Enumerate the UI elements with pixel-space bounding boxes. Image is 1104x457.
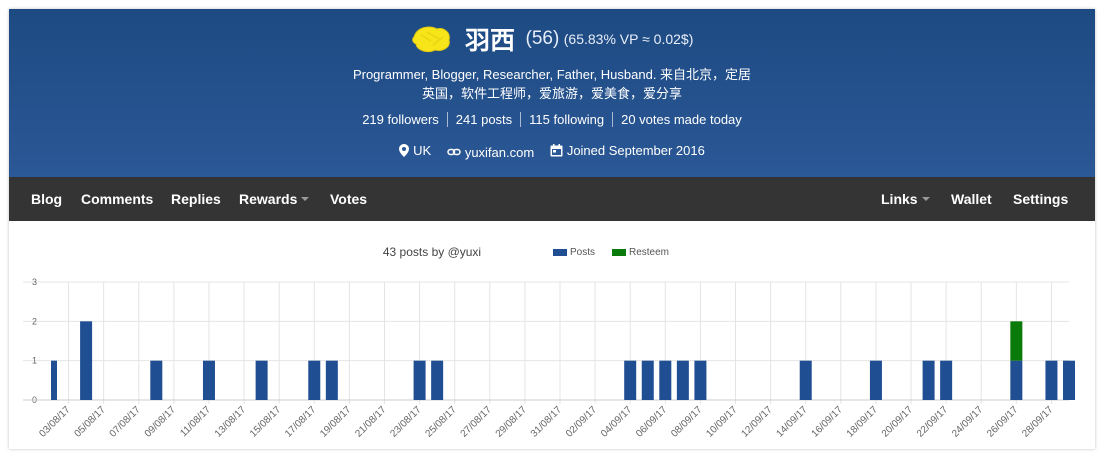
bar-posts bbox=[150, 360, 163, 400]
name-row: 羽西 (56) (65.83% VP ≈ 0.02$) bbox=[9, 21, 1095, 57]
profile-bio: Programmer, Blogger, Researcher, Father,… bbox=[352, 67, 752, 101]
username: 羽西 bbox=[465, 26, 516, 55]
bar-posts bbox=[641, 360, 654, 400]
x-tick-label: 08/09/17 bbox=[669, 404, 705, 440]
avatar[interactable] bbox=[411, 23, 453, 55]
x-tick-label: 23/08/17 bbox=[388, 404, 424, 440]
x-tick-label: 14/09/17 bbox=[775, 404, 811, 440]
nav-votes[interactable]: Votes bbox=[330, 191, 368, 207]
x-tick-label: 18/09/17 bbox=[845, 404, 881, 440]
x-tick-label: 26/09/17 bbox=[985, 404, 1021, 440]
x-tick-label: 31/08/17 bbox=[529, 404, 565, 440]
location-pin-icon bbox=[399, 144, 410, 157]
x-tick-label: 21/08/17 bbox=[353, 404, 389, 440]
bar-posts bbox=[413, 360, 426, 400]
bar-posts bbox=[1063, 360, 1075, 400]
bar-posts bbox=[922, 360, 935, 400]
legend-label-resteem: Resteem bbox=[629, 247, 670, 258]
bar-posts bbox=[51, 360, 57, 400]
profile-stats: 219 followers 241 posts 115 following 20 vo… bbox=[9, 112, 1095, 127]
location-text: UK bbox=[413, 143, 432, 158]
x-tick-label: 06/09/17 bbox=[634, 404, 670, 440]
x-tick-label: 04/09/17 bbox=[599, 404, 635, 440]
bar-posts bbox=[1010, 360, 1023, 400]
voting-power: (65.83% VP ≈ 0.02$) bbox=[563, 31, 694, 47]
x-tick-label: 22/09/17 bbox=[915, 404, 951, 440]
profile-nav: Blog Comments Replies Rewards Votes Link… bbox=[9, 177, 1095, 221]
bar-posts bbox=[308, 360, 321, 400]
x-tick-label: 19/08/17 bbox=[318, 404, 354, 440]
nav-wallet[interactable]: Wallet bbox=[951, 191, 992, 207]
caret-down-icon bbox=[301, 197, 310, 202]
joined: Joined September 2016 bbox=[550, 143, 705, 158]
caret-down-icon bbox=[921, 197, 930, 202]
x-tick-label: 25/08/17 bbox=[423, 404, 459, 440]
x-tick-label: 28/09/17 bbox=[1020, 404, 1056, 440]
nav-replies[interactable]: Replies bbox=[171, 191, 221, 207]
x-tick-label: 02/09/17 bbox=[564, 404, 600, 440]
x-tick-label: 10/09/17 bbox=[704, 404, 740, 440]
following-link[interactable]: 115 following bbox=[520, 112, 612, 127]
posts-link[interactable]: 241 posts bbox=[446, 112, 520, 127]
bar-resteem bbox=[1010, 321, 1023, 361]
nav-rewards-label: Rewards bbox=[239, 191, 298, 207]
chart-title: 43 posts by @yuxi bbox=[382, 245, 482, 259]
nav-comments[interactable]: Comments bbox=[81, 191, 154, 207]
bar-posts bbox=[255, 360, 268, 400]
x-tick-label: 07/08/17 bbox=[108, 404, 144, 440]
x-tick-label: 16/09/17 bbox=[810, 404, 846, 440]
reputation-score: (56) bbox=[525, 28, 560, 49]
nav-settings[interactable]: Settings bbox=[1013, 191, 1069, 207]
x-tick-label: 24/09/17 bbox=[950, 404, 986, 440]
y-tick-label: 3 bbox=[32, 277, 37, 287]
x-tick-label: 13/08/17 bbox=[213, 404, 249, 440]
bar-posts bbox=[325, 360, 338, 400]
x-tick-label: 15/08/17 bbox=[248, 404, 284, 440]
x-tick-label: 11/08/17 bbox=[178, 404, 213, 439]
calendar-icon bbox=[550, 144, 563, 157]
x-tick-label: 12/09/17 bbox=[739, 404, 775, 440]
website[interactable]: yuxifan.com bbox=[447, 145, 534, 160]
location: UK bbox=[399, 143, 431, 158]
nav-links-label: Links bbox=[881, 191, 918, 207]
bar-posts bbox=[940, 360, 953, 400]
legend-resteem[interactable]: Resteem bbox=[612, 247, 669, 258]
x-tick-label: 05/08/17 bbox=[72, 404, 108, 440]
bar-posts bbox=[80, 321, 93, 400]
followers-link[interactable]: 219 followers bbox=[362, 112, 439, 127]
bar-posts bbox=[202, 360, 215, 400]
nav-blog[interactable]: Blog bbox=[31, 191, 63, 207]
website-link[interactable]: yuxifan.com bbox=[464, 144, 535, 160]
bar-posts bbox=[799, 360, 812, 400]
bar-posts bbox=[694, 360, 707, 400]
joined-text: Joined September 2016 bbox=[566, 143, 705, 158]
x-tick-label: 03/08/17 bbox=[37, 404, 73, 440]
link-icon bbox=[447, 148, 461, 156]
y-tick-label: 1 bbox=[32, 356, 37, 366]
x-tick-label: 17/08/17 bbox=[283, 404, 319, 440]
bar-posts bbox=[431, 360, 444, 400]
x-tick-label: 27/08/17 bbox=[459, 404, 495, 440]
x-tick-label: 20/09/17 bbox=[880, 404, 916, 440]
profile-meta: UK yuxifan.com Joined September 2016 bbox=[9, 143, 1095, 160]
profile-header: 羽西 (56) (65.83% VP ≈ 0.02$) Programmer, … bbox=[9, 9, 1095, 177]
bar-posts bbox=[869, 360, 882, 400]
profile-card: 羽西 (56) (65.83% VP ≈ 0.02$) Programmer, … bbox=[9, 9, 1095, 449]
y-tick-label: 2 bbox=[32, 316, 37, 326]
votes-today: 20 votes made today bbox=[612, 112, 750, 127]
legend-swatch-resteem bbox=[612, 249, 626, 256]
bar-posts bbox=[624, 360, 637, 400]
nav-rewards[interactable]: Rewards bbox=[239, 177, 310, 221]
nav-links[interactable]: Links bbox=[881, 177, 930, 221]
posts-chart: 43 posts by @yuxi Posts Resteem 0 1 2 3 03/0… bbox=[9, 221, 1095, 449]
bar-posts bbox=[676, 360, 689, 400]
x-tick-label: 29/08/17 bbox=[494, 404, 530, 440]
legend-label-posts: Posts bbox=[570, 247, 596, 258]
legend-swatch-posts bbox=[553, 249, 567, 256]
bar-posts bbox=[1045, 360, 1058, 400]
legend-posts[interactable]: Posts bbox=[553, 247, 595, 258]
x-tick-label: 09/08/17 bbox=[143, 404, 179, 440]
bar-posts bbox=[659, 360, 672, 400]
